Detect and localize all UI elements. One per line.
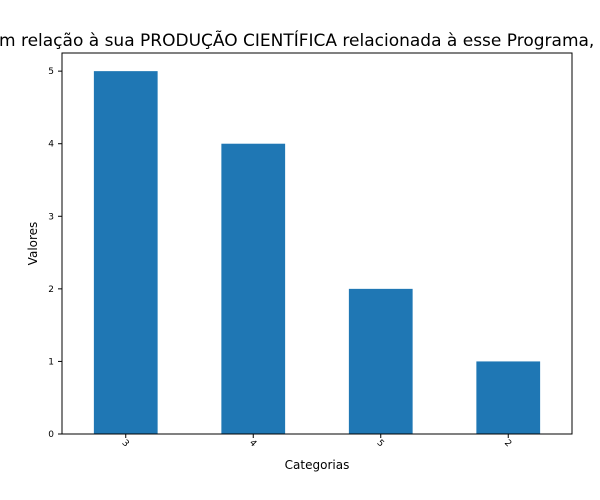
x-tick-label: 3 bbox=[119, 438, 130, 449]
x-tick-label: 4 bbox=[247, 438, 258, 449]
chart-title: Em relação à sua PRODUÇÃO CIENTÍFICA rel… bbox=[0, 29, 600, 51]
bars-group bbox=[93, 71, 541, 435]
y-tick-label: 2 bbox=[48, 285, 54, 295]
bar-5 bbox=[348, 288, 413, 434]
x-tick-label: 5 bbox=[374, 438, 385, 449]
x-tick-label: 2 bbox=[502, 438, 513, 449]
y-axis-label: Valores bbox=[26, 222, 40, 266]
x-axis-label: Categorias bbox=[285, 458, 350, 472]
bar-3 bbox=[93, 71, 158, 435]
bar-2 bbox=[476, 361, 541, 434]
y-axis-ticks: 0 1 2 3 4 5 bbox=[48, 67, 62, 440]
y-tick-label: 4 bbox=[48, 140, 54, 150]
bar-4 bbox=[221, 143, 286, 434]
y-tick-label: 1 bbox=[48, 357, 54, 367]
x-axis-ticks: 3 4 5 2 bbox=[119, 434, 513, 449]
y-tick-label: 0 bbox=[48, 430, 54, 440]
y-tick-label: 5 bbox=[48, 67, 54, 77]
plot-frame bbox=[61, 52, 573, 435]
y-tick-label: 3 bbox=[48, 212, 54, 222]
